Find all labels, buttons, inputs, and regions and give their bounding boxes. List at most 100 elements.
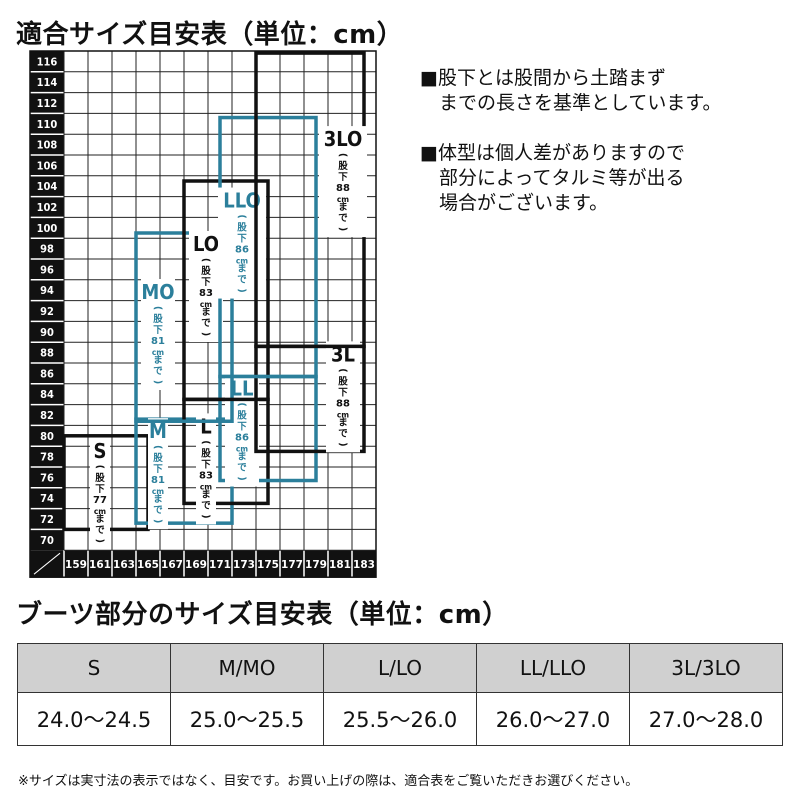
inseam-note-char: ま	[95, 513, 105, 525]
inseam-note-char: )	[94, 539, 105, 543]
y-tick-label: 116	[37, 55, 58, 68]
inseam-note-char: 下	[237, 422, 247, 433]
y-tick-label: 112	[37, 97, 58, 110]
inseam-note-char: で	[153, 505, 163, 516]
x-tick-label: 183	[353, 559, 375, 571]
table-header-row: S M/MO L/LO LL/LLO 3L/3LO	[17, 643, 783, 693]
size-label: M	[149, 419, 167, 443]
header-cell: M/MO	[170, 643, 324, 693]
inseam-note-char: 股	[201, 448, 211, 459]
header-cell: S	[17, 643, 171, 693]
header-cell: 3L/3LO	[629, 643, 783, 693]
x-tick-label: 175	[257, 559, 279, 571]
x-tick-label: 179	[305, 559, 327, 571]
x-tick-label: 161	[89, 559, 111, 571]
inseam-note-char: 股	[95, 473, 105, 484]
inseam-note-char: )	[337, 442, 348, 446]
inseam-note-char: cm	[200, 300, 212, 309]
inseam-note-char: 下	[95, 484, 105, 495]
y-tick-label: 108	[37, 139, 58, 152]
inseam-note-char: 股	[153, 314, 163, 325]
note-line: 場合がございます。	[439, 192, 609, 214]
y-tick-label: 110	[37, 118, 58, 131]
y-tick-label: 80	[40, 430, 54, 443]
note-line: ■体型は個人差がありますので	[420, 142, 685, 164]
value-cell: 26.0～27.0	[476, 692, 630, 746]
inseam-note-char: ま	[201, 306, 211, 318]
value-cell: 25.0～25.5	[170, 692, 324, 746]
inseam-note-char: (	[152, 306, 163, 310]
size-label: 3LO	[324, 127, 363, 151]
inseam-note-char: ま	[153, 354, 163, 366]
value-cell: 24.0～24.5	[17, 692, 171, 746]
inseam-note-char: 下	[201, 459, 211, 470]
inseam-note-char: ま	[338, 201, 348, 213]
boots-size-table: S M/MO L/LO LL/LLO 3L/3LO 24.0～24.5 25.0…	[17, 643, 783, 746]
size-label: L	[200, 414, 211, 438]
inseam-note-char: で	[201, 500, 211, 511]
inseam-note-char: 下	[153, 464, 163, 475]
size-box-lo	[182, 179, 270, 402]
inseam-note-char: cm	[337, 195, 349, 204]
inseam-note-char: 77	[93, 495, 107, 506]
inseam-note-char: cm	[152, 348, 164, 357]
y-tick-label: 82	[40, 409, 54, 422]
fit-chart-title: 適合サイズ目安表（単位：cm）	[16, 20, 404, 50]
y-tick-label: 90	[40, 326, 54, 339]
inseam-note-char: (	[200, 258, 211, 262]
inseam-note-char: 下	[338, 172, 348, 183]
note-line: までの長さを基準としています。	[439, 92, 722, 114]
inseam-note-char: で	[338, 428, 348, 439]
inseam-note-char: 83	[199, 288, 213, 299]
notes: ■股下とは股間から土踏まず までの長さを基準としています。 ■体型は個人差があり…	[420, 66, 722, 241]
chart-frame	[29, 50, 377, 578]
note-inseam: ■股下とは股間から土踏まず までの長さを基準としています。	[420, 66, 722, 116]
inseam-note-char: 下	[201, 277, 211, 288]
inseam-note-char: で	[338, 213, 348, 224]
x-tick-label: 177	[281, 559, 303, 571]
table-row: 24.0～24.5 25.0～25.5 25.5～26.0 26.0～27.0 …	[17, 692, 783, 746]
y-tick-label: 100	[37, 222, 58, 235]
y-tick-label: 98	[40, 243, 54, 256]
x-tick-label: 165	[137, 559, 159, 571]
size-label: LL	[231, 377, 254, 401]
y-tick-label: 86	[40, 367, 54, 380]
x-tick-label: 167	[161, 559, 183, 571]
inseam-note-char: 下	[338, 387, 348, 398]
y-tick-label: 78	[40, 451, 54, 464]
note-line: 部分によってタルミ等が出る	[439, 167, 685, 189]
size-label-bg	[326, 341, 360, 453]
inseam-note-char: ま	[237, 263, 247, 275]
size-label: S	[94, 439, 107, 463]
header-cell: LL/LLO	[476, 643, 630, 693]
corner-diagonal	[33, 552, 61, 575]
x-tick-label: 171	[209, 559, 231, 571]
y-tick-label: 84	[40, 388, 54, 401]
inseam-note-char: で	[153, 366, 163, 377]
inseam-note-char: cm	[152, 487, 164, 496]
x-tick-label: 163	[113, 559, 135, 571]
y-tick-label: 92	[40, 305, 54, 318]
size-label: LO	[193, 232, 219, 256]
value-cell: 25.5～26.0	[323, 692, 477, 746]
inseam-note-char: 股	[237, 223, 247, 234]
size-label-bg	[148, 418, 168, 530]
inseam-note-char: 81	[151, 475, 165, 486]
y-tick-label: 76	[40, 471, 54, 484]
size-label-bg	[141, 279, 175, 390]
inseam-note-char: (	[200, 440, 211, 444]
y-tick-label: 72	[40, 513, 54, 526]
y-tick-label: 106	[37, 159, 58, 172]
size-label-bg	[196, 413, 216, 525]
y-tick-label: 70	[40, 534, 54, 547]
inseam-note-char: 83	[199, 470, 213, 481]
inseam-note-char: 88	[336, 183, 350, 194]
x-tick-label: 181	[329, 559, 351, 571]
y-tick-label: 104	[37, 180, 58, 193]
inseam-note-char: cm	[200, 482, 212, 491]
x-tick-label: 159	[65, 559, 87, 571]
inseam-note-char: cm	[94, 507, 106, 516]
boots-table-title: ブーツ部分のサイズ目安表（単位：cm）	[16, 600, 509, 630]
inseam-note-char: 股	[237, 411, 247, 422]
y-tick-label: 96	[40, 263, 54, 276]
